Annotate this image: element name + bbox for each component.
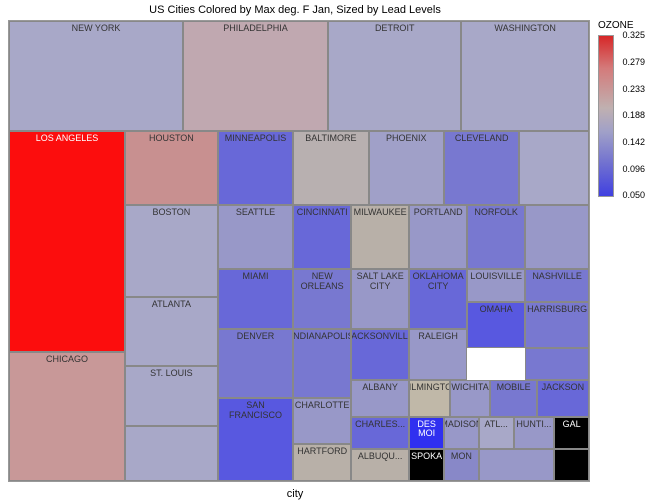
treemap-cell: BALTIMORE: [293, 131, 368, 205]
treemap-cell: GAL: [554, 417, 589, 449]
chart-container: US Cities Colored by Max deg. F Jan, Siz…: [0, 0, 656, 504]
treemap-cell: OMAHA: [467, 302, 525, 348]
treemap-cell: [479, 449, 554, 481]
treemap-cell: INDIANAPOLIS: [293, 329, 351, 398]
treemap-cell: ST. LOUIS: [125, 366, 218, 426]
treemap-cell: HARTFORD: [293, 444, 351, 481]
treemap-cell: PHILADELPHIA: [183, 21, 328, 131]
treemap-cell: HARRISBURG: [525, 302, 589, 348]
treemap-cell: NEW YORK: [9, 21, 183, 131]
treemap-cell: [554, 449, 589, 481]
treemap-cell: HUNTI...: [514, 417, 555, 449]
treemap-cell: WILMINGTON: [409, 380, 450, 417]
treemap-cell: MADISON: [444, 417, 479, 449]
treemap-cell: MINNEAPOLIS: [218, 131, 293, 205]
treemap-cell: CINCINNATI: [293, 205, 351, 269]
treemap-cell: PORTLAND: [409, 205, 467, 269]
legend-tick: 0.325: [622, 30, 645, 40]
treemap-cell: CHARLES...: [351, 417, 409, 449]
treemap-cell: DENVER: [218, 329, 293, 398]
treemap-cell: LOS ANGELES: [9, 131, 125, 352]
treemap-cell: ALBANY: [351, 380, 409, 417]
treemap-cell: ATL...: [479, 417, 514, 449]
treemap-cell: NORFOLK: [467, 205, 525, 269]
treemap-cell: MOBILE: [490, 380, 536, 417]
treemap-cell: RALEIGH: [409, 329, 467, 380]
treemap: NEW YORKPHILADELPHIADETROITWASHINGTON LOS…: [8, 20, 590, 482]
treemap-cell: MIAMI: [218, 269, 293, 329]
treemap-cell: [525, 205, 589, 269]
treemap-cell: SAN FRANCISCO: [218, 398, 293, 481]
treemap-cell: WICHITA: [450, 380, 491, 417]
treemap-cell: NEW ORLEANS: [293, 269, 351, 329]
treemap-cell: CHARLOTTE: [293, 398, 351, 444]
treemap-cell: NASHVILLE: [525, 269, 589, 301]
legend-tick: 0.142: [622, 137, 645, 147]
legend-tick: 0.233: [622, 84, 645, 94]
treemap-cell: SPOKA: [409, 449, 444, 481]
treemap-cell: PHOENIX: [369, 131, 444, 205]
x-axis-label: city: [0, 488, 590, 500]
treemap-cell: MILWAUKEE: [351, 205, 409, 269]
treemap-cell: SALT LAKE CITY: [351, 269, 409, 329]
treemap-cell: DES MOI: [409, 417, 444, 449]
treemap-cell: JACKSONVILLE: [351, 329, 409, 380]
treemap-cell: CLEVELAND: [444, 131, 519, 205]
treemap-cell: HOUSTON: [125, 131, 218, 205]
treemap-cell: CHICAGO: [9, 352, 125, 481]
treemap-cell: [125, 426, 218, 481]
treemap-cell: LOUISVILLE: [467, 269, 525, 301]
treemap-cell: ALBUQU...: [351, 449, 409, 481]
legend-tick: 0.279: [622, 57, 645, 67]
treemap-cell: OKLAHOMA CITY: [409, 269, 467, 329]
legend: OZONE 0.3250.2790.2330.1880.1420.0960.05…: [598, 20, 648, 197]
treemap-cell: DETROIT: [328, 21, 461, 131]
treemap-cell: [525, 348, 589, 380]
treemap-cell: [519, 131, 589, 205]
treemap-cell: WASHINGTON: [461, 21, 589, 131]
treemap-cell: ATLANTA: [125, 297, 218, 366]
chart-title: US Cities Colored by Max deg. F Jan, Siz…: [0, 4, 590, 16]
legend-tick: 0.050: [622, 190, 645, 200]
treemap-cell: JACKSON: [537, 380, 589, 417]
treemap-cell: MON: [444, 449, 479, 481]
legend-tick: 0.096: [622, 164, 645, 174]
treemap-cell: BOSTON: [125, 205, 218, 297]
legend-tick: 0.188: [622, 110, 645, 120]
legend-colorbar: [598, 35, 614, 197]
treemap-cell: SEATTLE: [218, 205, 293, 269]
